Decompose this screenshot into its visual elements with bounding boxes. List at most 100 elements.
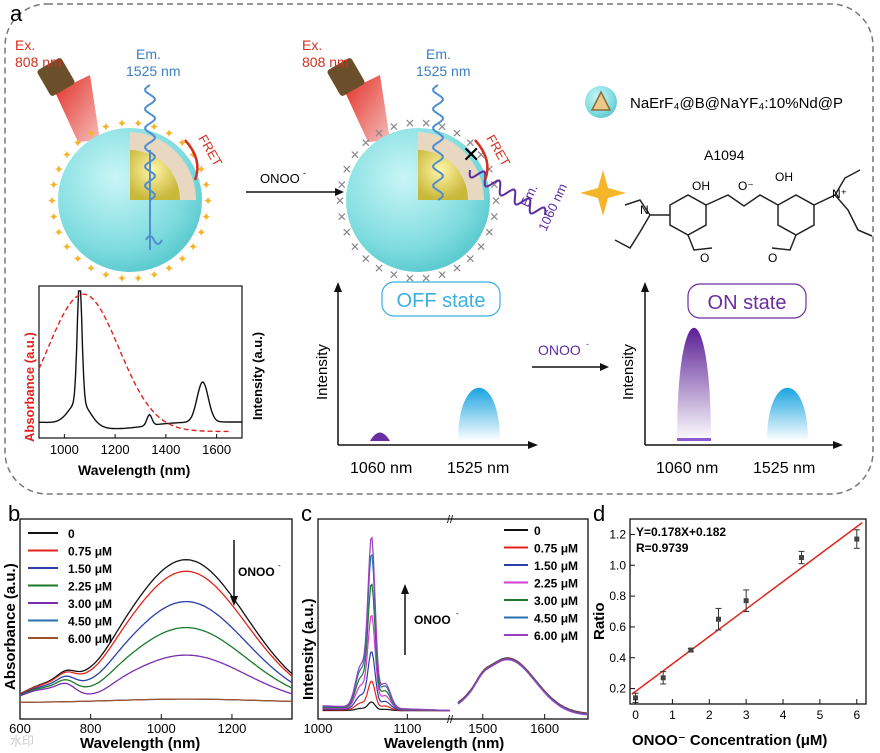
emission-1060-wave-icon xyxy=(468,169,547,216)
dye-star-icon xyxy=(580,170,626,216)
star-ligand-icon: ✦ xyxy=(149,268,159,282)
star-ligand-icon: ✦ xyxy=(196,162,206,176)
svg-text://: // xyxy=(447,514,454,526)
star-ligand-icon: ✦ xyxy=(47,194,57,208)
inset-ylabel-right: Intensity (a.u.) xyxy=(250,332,265,420)
tick-label-b: 1200 xyxy=(217,721,246,736)
svg-text:OH: OH xyxy=(692,179,710,193)
inset-spectrum: 1000 1200 1400 1600 Absorbance (a.u.) Inten… xyxy=(22,285,265,478)
legend-entry: 4.50 μM xyxy=(68,615,112,629)
dye-structure xyxy=(614,169,873,251)
series-line-3 xyxy=(19,626,293,696)
svg-text://: // xyxy=(447,714,454,726)
cross-ligand-icon: ✕ xyxy=(374,126,384,140)
star-ligand-icon: ✦ xyxy=(164,262,174,276)
inset-absorbance-line xyxy=(38,293,229,433)
on-x-1060: 1060 nm xyxy=(656,460,718,477)
cross-ligand-icon: ✕ xyxy=(484,226,494,240)
series-line-c-6 xyxy=(322,536,450,712)
star-ligand-icon: ✦ xyxy=(133,272,143,286)
annotation-c: ONOO xyxy=(414,613,451,627)
cross-ligand-icon: ✕ xyxy=(452,126,462,140)
star-ligand-icon: ✦ xyxy=(201,178,211,192)
emission-wave-icon xyxy=(144,84,156,201)
cross-ligand-icon: ✕ xyxy=(421,272,431,286)
svg-text:N: N xyxy=(640,203,649,217)
on-x-1525: 1525 nm xyxy=(753,460,815,477)
tick-label-d-y: 1.2 xyxy=(609,527,626,541)
chart-b: 0 0.75 μM 1.50 μM 2.25 μM 3.00 μM 4.50 μM 6.00… xyxy=(2,518,293,752)
cross-ligand-icon: ✕ xyxy=(452,262,462,276)
em-nm-1: 1525 nm xyxy=(126,63,180,79)
on-intensity-label: Intensity xyxy=(620,344,637,400)
cross-ligand-icon: ✕ xyxy=(374,262,384,276)
star-ligand-icon: ✦ xyxy=(117,272,127,286)
data-point xyxy=(688,647,694,653)
data-point xyxy=(660,675,666,681)
inset-tick-label: 1600 xyxy=(202,442,231,457)
data-point xyxy=(743,598,749,604)
off-1060-peak xyxy=(370,432,390,441)
star-ligand-icon: ✦ xyxy=(86,262,96,276)
star-ligand-icon: ✦ xyxy=(73,252,83,266)
nanoparticle-off: ✕✕✕✕✕✕✕✕✕✕✕✕✕✕✕✕✕✕✕✕✕ ✕ ✕ ✕ ✕ ✕✕✕✕✕ ✕ Ex. 808… xyxy=(302,37,570,286)
ex-nm-1: 808 nm xyxy=(15,54,62,70)
legend-entry-c: 2.25 μM xyxy=(534,577,578,591)
tick-label-d-x: 2 xyxy=(706,708,713,722)
tick-label-b: 600 xyxy=(9,721,31,736)
ex-label-2: Ex. xyxy=(302,37,322,53)
star-ligand-icon: ✦ xyxy=(196,226,206,240)
inset-xlabel: Wavelength (nm) xyxy=(78,462,190,478)
star-ligand-icon: ✦ xyxy=(49,210,59,224)
tick-label-c: 1600 xyxy=(530,721,559,736)
svg-text:O: O xyxy=(768,251,777,265)
inset-emission-line xyxy=(38,290,243,430)
inset-tick-label: 1400 xyxy=(151,442,180,457)
cross-ligand-icon: ✕ xyxy=(337,178,347,192)
tick-label-d-y: 1.0 xyxy=(609,558,626,572)
dye-name: A1094 xyxy=(704,147,745,163)
legend-entry-c: 4.50 μM xyxy=(534,612,578,626)
legend-entry: 3.00 μM xyxy=(68,597,112,611)
annotation-b: ONOO xyxy=(238,565,275,579)
ex-label-1: Ex. xyxy=(15,37,35,53)
cross-ligand-icon: ✕ xyxy=(335,194,345,208)
star-ligand-icon: ✦ xyxy=(86,126,96,140)
series-line-c-2 xyxy=(322,651,450,712)
cross-ligand-icon: ✕ xyxy=(476,240,486,254)
svg-text:O⁻: O⁻ xyxy=(738,179,754,193)
panel-label-b: b xyxy=(8,501,20,526)
cross-ligand-icon: ✕ xyxy=(491,194,501,208)
star-ligand-icon: ✦ xyxy=(188,240,198,254)
tick-label-d-x: 1 xyxy=(669,708,676,722)
legend-particle: NaErF₄@B@NaYF₄:10%Nd@P xyxy=(585,86,843,118)
ylabel-c: Intensity (a.u.) xyxy=(300,598,317,700)
panel-label-d: d xyxy=(593,501,605,526)
xlabel-b: Wavelength (nm) xyxy=(80,735,200,752)
cross-ligand-icon: ✕ xyxy=(484,162,494,176)
legend-entry: 0 xyxy=(68,527,75,541)
onoo-label-2: ONOO xyxy=(538,342,581,358)
chart-c: // // 0 0.75 μM 1.50 μM 2.25 μM 3.00 μM 4.50 μM… xyxy=(300,514,589,752)
inset-tick-label: 1200 xyxy=(101,442,130,457)
ylabel-b: Absorbance (a.u.) xyxy=(2,563,19,690)
tick-label-d-x: 6 xyxy=(853,708,860,722)
legend-entry: 0.75 μM xyxy=(68,545,112,559)
tick-label-d-x: 3 xyxy=(743,708,750,722)
inset-tick-label: 1000 xyxy=(50,442,79,457)
cross-ligand-icon: ✕ xyxy=(342,162,352,176)
star-ligand-icon: ✦ xyxy=(188,148,198,162)
tick-label-d-y: 0.4 xyxy=(609,651,626,665)
star-ligand-icon: ✦ xyxy=(177,136,187,150)
fit-equation: Y=0.178X+0.182 xyxy=(636,525,726,539)
laser-head-icon-2 xyxy=(327,58,365,96)
series-line-2 xyxy=(19,600,293,696)
ex-nm-2: 808 nm xyxy=(302,54,349,70)
laser-beam-icon-2 xyxy=(345,75,390,142)
em-nm-3: 1060 nm xyxy=(535,181,570,233)
off-1525-peak xyxy=(458,387,500,441)
watermark: 水印 xyxy=(10,734,34,748)
em-nm-2: 1525 nm xyxy=(416,63,470,79)
star-ligand-icon: ✦ xyxy=(203,194,213,208)
